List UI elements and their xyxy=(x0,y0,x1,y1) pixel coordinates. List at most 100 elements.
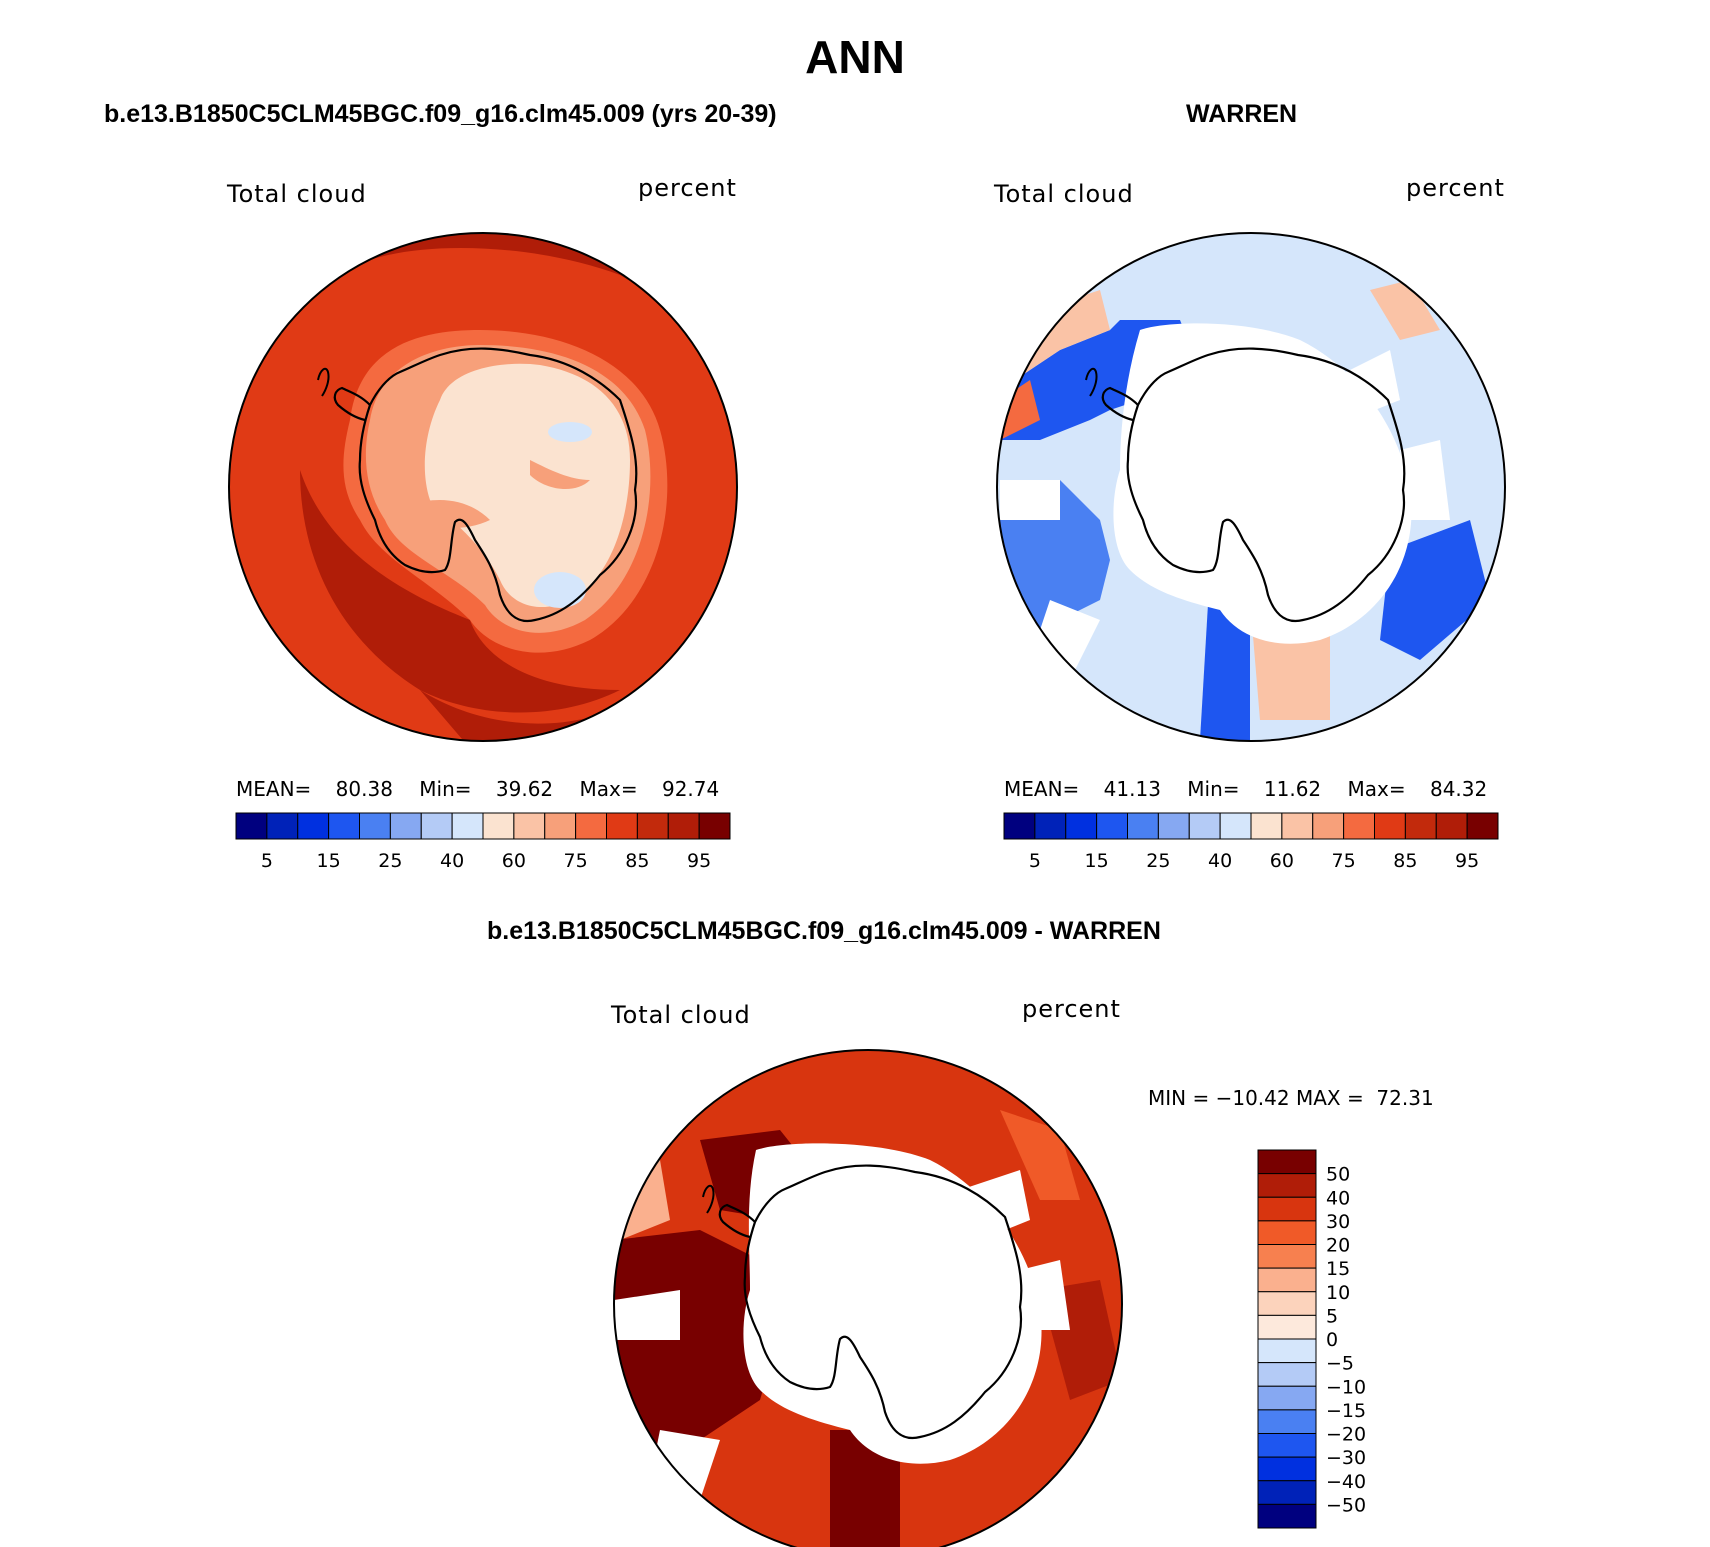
colorbar-box xyxy=(1435,812,1468,840)
colorbar-box xyxy=(698,812,731,840)
colorbar-box xyxy=(1250,812,1283,840)
diff-case-title: b.e13.B1850C5CLM45BGC.f09_g16.clm45.009 … xyxy=(487,917,1161,945)
colorbar-tick-label: 95 xyxy=(687,850,711,872)
diff-variable-label: Total cloud xyxy=(611,1001,751,1029)
colorbar-box xyxy=(235,812,268,840)
diff-map-border xyxy=(613,1049,1123,1547)
colorbar-tick-label: 40 xyxy=(440,850,464,872)
diff-minmax: MIN = −10.42 MAX = 72.31 xyxy=(1148,1086,1434,1110)
colorbar-box xyxy=(1096,812,1128,840)
colorbar-tick-label: 5 xyxy=(1326,1305,1338,1327)
colorbar-box xyxy=(1157,812,1190,840)
colorbar-box xyxy=(544,812,577,840)
colorbar-tick-label: 50 xyxy=(1326,1164,1350,1186)
colorbar-tick-label: −20 xyxy=(1326,1424,1366,1446)
colorbar-tick-label: 0 xyxy=(1326,1329,1338,1351)
colorbar-box xyxy=(1343,812,1375,840)
colorbar-box xyxy=(1257,1480,1317,1505)
colorbar-box xyxy=(420,812,453,840)
diff-fill-highest-south xyxy=(830,1430,900,1547)
colorbar-box xyxy=(513,812,546,840)
colorbar-tick-label: −5 xyxy=(1326,1353,1354,1375)
colorbar-box xyxy=(1257,1385,1317,1411)
colorbar-tick-label: −10 xyxy=(1326,1376,1366,1398)
model-units-label: percent xyxy=(638,174,737,202)
diff-fill-missing-east xyxy=(1020,1260,1070,1330)
max-value: 84.32 xyxy=(1429,777,1488,801)
colorbar-tick-label: 15 xyxy=(317,850,341,872)
model-fill-low-spot-south xyxy=(534,572,586,608)
colorbar-box xyxy=(482,812,515,840)
colorbar-tick-label: −50 xyxy=(1326,1494,1366,1516)
colorbar-box xyxy=(1466,812,1499,840)
colorbar-tick-label: 75 xyxy=(564,850,588,872)
obs-coastline xyxy=(1126,347,1406,623)
model-variable-label: Total cloud xyxy=(227,180,367,208)
colorbar-box xyxy=(1257,1196,1317,1222)
max-label: Max= xyxy=(1347,777,1406,801)
min-value: 11.62 xyxy=(1263,777,1322,801)
colorbar-tick-label: 30 xyxy=(1326,1211,1350,1233)
obs-stats: MEAN= 41.13 Min= 11.62 Max= 84.32 xyxy=(1004,777,1487,801)
colorbar-box xyxy=(1188,812,1221,840)
colorbar-box xyxy=(575,812,607,840)
colorbar-box xyxy=(636,812,669,840)
colorbar-box xyxy=(1281,812,1314,840)
min-value: 39.62 xyxy=(495,777,554,801)
obs-fill-missing-northeast xyxy=(1330,350,1400,420)
mean-label: MEAN= xyxy=(1004,777,1080,801)
obs-fill-missing-west xyxy=(1000,480,1060,520)
obs-fill-high-northeast xyxy=(1370,280,1440,340)
colorbar-tick-label: 15 xyxy=(1085,850,1109,872)
colorbar-box xyxy=(1003,812,1036,840)
colorbar-box xyxy=(1257,1267,1317,1293)
obs-variable-label: Total cloud xyxy=(994,180,1134,208)
colorbar-tick-label: 75 xyxy=(1332,850,1356,872)
figure-title: ANN xyxy=(805,31,905,83)
colorbar-box xyxy=(297,812,330,840)
obs-map xyxy=(997,233,1505,741)
colorbar-tick-label: −15 xyxy=(1326,1400,1366,1422)
diff-peninsula xyxy=(718,1203,756,1239)
obs-fill-low-east xyxy=(1380,520,1490,660)
colorbar-box xyxy=(1257,1409,1317,1434)
colorbar-box xyxy=(1312,812,1345,840)
obs-map-border xyxy=(996,232,1506,742)
colorbar-box xyxy=(1257,1291,1317,1316)
colorbar-tick-label: 5 xyxy=(1029,850,1041,872)
colorbar-box xyxy=(1065,812,1098,840)
colorbar-tick-label: 10 xyxy=(1326,1282,1350,1304)
colorbar-tick-label: 40 xyxy=(1208,850,1232,872)
colorbar-box xyxy=(1257,1173,1317,1198)
colorbar-tick-label: 60 xyxy=(1270,850,1294,872)
model-fill-high-west xyxy=(300,470,620,713)
colorbar-box xyxy=(1257,1362,1317,1387)
colorbar-tick-label: 60 xyxy=(502,850,526,872)
colorbar-box xyxy=(1257,1338,1317,1364)
model-colorbar: 5 15 25 40 60 75 85 95 xyxy=(235,812,731,872)
colorbar-tick-label: 85 xyxy=(625,850,649,872)
obs-case-title: WARREN xyxy=(1186,100,1298,128)
diff-units-label: percent xyxy=(1022,995,1121,1023)
model-case-title: b.e13.B1850C5CLM45BGC.f09_g16.clm45.009 … xyxy=(104,100,777,128)
colorbar-box xyxy=(1257,1433,1317,1458)
colorbar-box xyxy=(389,812,422,840)
colorbar-box xyxy=(266,812,299,840)
colorbar-box xyxy=(1404,812,1437,840)
diff-fill-missing-west xyxy=(614,1290,680,1340)
colorbar-tick-label: 20 xyxy=(1326,1235,1350,1257)
model-peninsula xyxy=(333,386,371,422)
colorbar-box xyxy=(1034,812,1067,840)
min-label: Min= xyxy=(1187,777,1240,801)
colorbar-box xyxy=(1257,1149,1317,1175)
colorbar-box xyxy=(451,812,484,840)
model-coastline xyxy=(358,347,638,623)
colorbar-box xyxy=(1257,1456,1317,1482)
obs-units-label: percent xyxy=(1406,174,1505,202)
mean-label: MEAN= xyxy=(236,777,312,801)
diff-map xyxy=(614,1050,1122,1547)
colorbar-tick-label: −30 xyxy=(1326,1447,1366,1469)
colorbar-box xyxy=(1257,1503,1317,1529)
